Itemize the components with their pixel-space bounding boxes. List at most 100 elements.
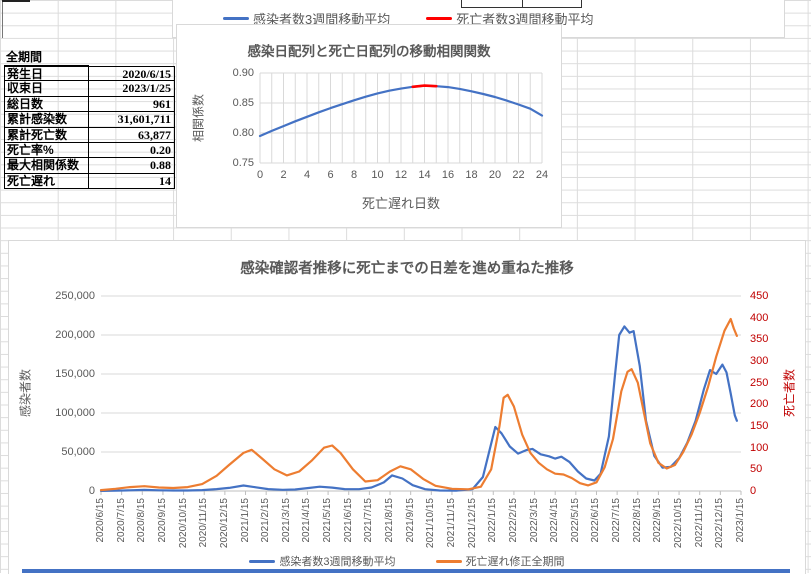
date-axis-tick-label: 2021/7/15 xyxy=(363,498,375,543)
date-axis-tick-label: 2021/2/15 xyxy=(260,498,272,543)
date-axis-tick-label: 2022/5/15 xyxy=(569,498,581,543)
date-axis-tick-label: 2022/6/15 xyxy=(590,498,602,543)
summary-table-header[interactable]: 全期間 xyxy=(4,49,89,66)
table-row-label[interactable]: 発生日 xyxy=(5,67,89,81)
table-row-value[interactable]: 2020/6/15 xyxy=(122,67,171,81)
correlation-x-tick-label: 2 xyxy=(280,169,287,181)
table-row: 最大相関係数 0.88 xyxy=(4,158,175,174)
date-axis-tick-label: 2021/6/15 xyxy=(342,498,354,543)
timeseries-chart-title: 感染確認者推移に死亡までの日差を進め重ねた推移 xyxy=(240,261,574,277)
table-row-label[interactable]: 累計死亡数 xyxy=(5,127,89,142)
correlation-x-tick-label: 0 xyxy=(256,169,264,181)
deaths-axis-tick-label: 50 xyxy=(750,463,763,476)
infections-axis-tick-label: 50,000 xyxy=(61,446,95,458)
date-axis-tick-label: 2022/1/15 xyxy=(487,498,499,543)
table-row-label[interactable]: 死亡遅れ xyxy=(5,173,89,189)
date-axis-tick-label: 2022/10/15 xyxy=(673,498,685,549)
table-row-value[interactable]: 961 xyxy=(153,96,171,111)
legend-item: 感染者数3週間移動平均 xyxy=(223,9,390,28)
date-axis-tick-label: 2021/12/15 xyxy=(466,498,478,549)
date-axis-tick-label: 2020/7/15 xyxy=(115,498,127,543)
cutoff-table-cells-fragment xyxy=(461,0,582,8)
infections-axis-tick-label: 100,000 xyxy=(55,407,95,419)
correlation-chart[interactable]: 感染日配列と死亡日配列の移動相関関数 相関係数 死亡遅れ日数 0.90 0.85 0… xyxy=(176,24,562,228)
date-axis-tick-label: 2021/8/15 xyxy=(384,498,396,543)
deaths-axis-tick-label: 400 xyxy=(750,311,769,324)
date-axis-tick-label: 2021/5/15 xyxy=(322,498,334,543)
correlation-x-tick-label: 16 xyxy=(441,169,455,181)
table-row-value[interactable]: 14 xyxy=(159,173,171,188)
correlation-x-tick-label: 22 xyxy=(512,169,525,181)
legend-label: 感染者数3週間移動平均 xyxy=(253,12,391,27)
cutoff-bottom-element-fragment xyxy=(22,569,790,573)
date-axis-tick-label: 2021/10/15 xyxy=(425,498,437,549)
timeseries-chart[interactable]: 感染確認者推移に死亡までの日差を進め重ねた推移 感染者数 死亡者数 250,00… xyxy=(8,240,806,574)
date-axis-tick-label: 2022/2/15 xyxy=(507,498,519,543)
cutoff-chart-legend: 感染者数3週間移動平均 死亡者数3週間移動平均 xyxy=(223,9,593,28)
date-axis-tick-label: 2021/3/15 xyxy=(280,498,292,543)
table-row-label[interactable]: 死亡率% xyxy=(5,142,89,158)
date-axis-tick-label: 2021/4/15 xyxy=(301,498,313,543)
table-row-value[interactable]: 31,601,711 xyxy=(117,112,171,127)
infections-axis-tick-label: 200,000 xyxy=(55,329,95,341)
table-row-label[interactable]: 最大相関係数 xyxy=(5,158,89,173)
correlation-x-tick-label: 10 xyxy=(371,169,384,181)
correlation-y-tick-label: 0.75 xyxy=(232,157,254,169)
date-axis-tick-label: 2022/11/15 xyxy=(693,498,705,548)
legend-label: 死亡遅れ修正全期間 xyxy=(465,556,565,568)
deaths-axis-tick-label: 100 xyxy=(750,441,769,454)
correlation-chart-title: 感染日配列と死亡日配列の移動相関関数 xyxy=(247,44,491,59)
table-row-label[interactable]: 累計感染数 xyxy=(5,112,89,127)
infections-axis-tick-label: 0 xyxy=(88,485,95,497)
table-row-label[interactable]: 収束日 xyxy=(5,81,89,96)
correlation-y-tick-label: 0.85 xyxy=(232,97,254,109)
table-row: 総日数 961 xyxy=(4,96,175,113)
legend-item: 感染者数3週間移動平均 xyxy=(249,553,396,569)
date-axis-tick-label: 2022/8/15 xyxy=(631,498,643,543)
deaths-axis-tick-label: 450 xyxy=(750,290,769,302)
deaths-axis-tick-label: 0 xyxy=(750,485,757,497)
correlation-y-axis-title: 相関係数 xyxy=(191,93,206,143)
table-row: 収束日 2023/1/25 xyxy=(4,81,175,97)
deaths-axis-tick-label: 350 xyxy=(750,333,769,346)
date-axis-tick-label: 2021/9/15 xyxy=(404,498,416,543)
legend-line-swatch xyxy=(249,559,276,563)
date-axis-tick-label: 2022/3/15 xyxy=(528,498,540,543)
date-axis-tick-label: 2022/9/15 xyxy=(652,498,664,543)
date-axis-tick-label: 2020/6/15 xyxy=(95,498,106,543)
date-axis-tick-label: 2022/7/15 xyxy=(611,498,623,543)
table-row-value[interactable]: 63,877 xyxy=(138,127,171,142)
correlation-x-tick-label: 12 xyxy=(394,169,408,181)
legend-line-swatch xyxy=(223,17,249,20)
summary-table: 全期間 発生日 2020/6/15 収束日 2023/1/25 総日数 961 累計感染数 3… xyxy=(4,49,175,190)
correlation-y-tick-label: 0.80 xyxy=(232,127,254,139)
table-row-label[interactable]: 総日数 xyxy=(5,96,89,112)
correlation-x-axis-title: 死亡遅れ日数 xyxy=(361,196,440,211)
table-row-value[interactable]: 0.88 xyxy=(150,158,171,173)
timeseries-plot-area xyxy=(99,295,742,495)
table-row: 死亡遅れ 14 xyxy=(4,173,175,190)
date-axis-tick-label: 2020/9/15 xyxy=(156,498,168,543)
correlation-y-tick-label: 0.90 xyxy=(232,67,254,79)
table-row: 死亡率% 0.20 xyxy=(4,142,175,159)
date-axis-tick-label: 2022/4/15 xyxy=(549,498,561,543)
correlation-x-tick-label: 14 xyxy=(418,169,431,181)
legend-label: 死亡者数3週間移動平均 xyxy=(456,12,594,27)
timeseries-chart-legend: 感染者数3週間移動平均 死亡遅れ修正全期間 xyxy=(9,553,805,569)
date-axis-tick-label: 2020/8/15 xyxy=(136,498,148,543)
table-row: 発生日 2020/6/15 xyxy=(4,66,175,82)
infections-axis-title: 感染者数 xyxy=(18,368,33,418)
date-axis-tick-label: 2021/11/15 xyxy=(445,498,457,548)
table-row-value[interactable]: 0.20 xyxy=(150,142,171,157)
legend-line-swatch xyxy=(435,559,462,563)
deaths-axis-tick-label: 150 xyxy=(750,420,769,432)
correlation-x-tick-label: 24 xyxy=(535,169,549,181)
infections-axis-tick-label: 150,000 xyxy=(55,368,95,380)
infections-axis-tick-label: 250,000 xyxy=(55,290,95,302)
table-row: 累計死亡数 63,877 xyxy=(4,127,175,143)
table-row-value[interactable]: 2023/1/25 xyxy=(122,81,171,96)
legend-line-swatch xyxy=(426,17,453,20)
deaths-axis-tick-label: 300 xyxy=(750,355,769,367)
deaths-axis-tick-label: 250 xyxy=(750,376,769,389)
cutoff-border-fragment-horizontal xyxy=(2,0,30,2)
